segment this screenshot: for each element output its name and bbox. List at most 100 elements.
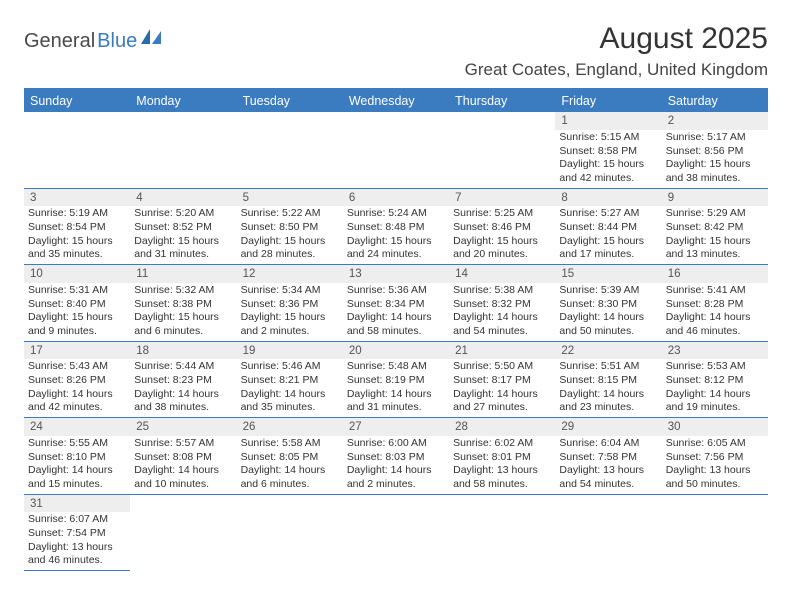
weekday-header: Friday: [555, 89, 661, 112]
day-details: Sunrise: 5:20 AMSunset: 8:52 PMDaylight:…: [130, 206, 236, 264]
day-details: Sunrise: 5:34 AMSunset: 8:36 PMDaylight:…: [237, 283, 343, 341]
calendar-empty-cell: [237, 494, 343, 571]
calendar-day-cell: 4Sunrise: 5:20 AMSunset: 8:52 PMDaylight…: [130, 188, 236, 265]
day-number: 31: [24, 495, 130, 513]
calendar-empty-cell: [449, 112, 555, 188]
title-block: August 2025 Great Coates, England, Unite…: [465, 22, 768, 80]
day-number: 24: [24, 418, 130, 436]
calendar-empty-cell: [449, 494, 555, 571]
day-number: 16: [662, 265, 768, 283]
day-details: Sunrise: 6:02 AMSunset: 8:01 PMDaylight:…: [449, 436, 555, 494]
calendar-day-cell: 28Sunrise: 6:02 AMSunset: 8:01 PMDayligh…: [449, 418, 555, 495]
day-number: 21: [449, 342, 555, 360]
day-number: 10: [24, 265, 130, 283]
day-details: Sunrise: 6:05 AMSunset: 7:56 PMDaylight:…: [662, 436, 768, 494]
day-details: Sunrise: 6:07 AMSunset: 7:54 PMDaylight:…: [24, 512, 130, 570]
calendar-week-row: 10Sunrise: 5:31 AMSunset: 8:40 PMDayligh…: [24, 265, 768, 342]
calendar-day-cell: 26Sunrise: 5:58 AMSunset: 8:05 PMDayligh…: [237, 418, 343, 495]
day-number: 18: [130, 342, 236, 360]
day-details: Sunrise: 5:57 AMSunset: 8:08 PMDaylight:…: [130, 436, 236, 494]
calendar-day-cell: 7Sunrise: 5:25 AMSunset: 8:46 PMDaylight…: [449, 188, 555, 265]
logo-sail-icon: [140, 27, 162, 50]
day-number: 13: [343, 265, 449, 283]
day-number: 26: [237, 418, 343, 436]
calendar-day-cell: 18Sunrise: 5:44 AMSunset: 8:23 PMDayligh…: [130, 341, 236, 418]
calendar-empty-cell: [343, 494, 449, 571]
logo-text-blue: Blue: [97, 30, 137, 53]
calendar-day-cell: 11Sunrise: 5:32 AMSunset: 8:38 PMDayligh…: [130, 265, 236, 342]
day-details: Sunrise: 5:44 AMSunset: 8:23 PMDaylight:…: [130, 359, 236, 417]
calendar-day-cell: 23Sunrise: 5:53 AMSunset: 8:12 PMDayligh…: [662, 341, 768, 418]
location: Great Coates, England, United Kingdom: [465, 60, 768, 80]
day-number: 23: [662, 342, 768, 360]
day-details: Sunrise: 6:00 AMSunset: 8:03 PMDaylight:…: [343, 436, 449, 494]
calendar-day-cell: 29Sunrise: 6:04 AMSunset: 7:58 PMDayligh…: [555, 418, 661, 495]
day-details: Sunrise: 5:27 AMSunset: 8:44 PMDaylight:…: [555, 206, 661, 264]
day-number: 15: [555, 265, 661, 283]
day-number: 8: [555, 189, 661, 207]
calendar-day-cell: 17Sunrise: 5:43 AMSunset: 8:26 PMDayligh…: [24, 341, 130, 418]
day-details: Sunrise: 5:22 AMSunset: 8:50 PMDaylight:…: [237, 206, 343, 264]
day-details: Sunrise: 5:24 AMSunset: 8:48 PMDaylight:…: [343, 206, 449, 264]
day-number: 22: [555, 342, 661, 360]
calendar-empty-cell: [343, 112, 449, 188]
weekday-header: Thursday: [449, 89, 555, 112]
calendar-week-row: 1Sunrise: 5:15 AMSunset: 8:58 PMDaylight…: [24, 112, 768, 188]
calendar-week-row: 31Sunrise: 6:07 AMSunset: 7:54 PMDayligh…: [24, 494, 768, 571]
day-number: 2: [662, 112, 768, 130]
day-details: Sunrise: 5:55 AMSunset: 8:10 PMDaylight:…: [24, 436, 130, 494]
calendar-day-cell: 8Sunrise: 5:27 AMSunset: 8:44 PMDaylight…: [555, 188, 661, 265]
calendar-day-cell: 22Sunrise: 5:51 AMSunset: 8:15 PMDayligh…: [555, 341, 661, 418]
weekday-header: Saturday: [662, 89, 768, 112]
day-number: 14: [449, 265, 555, 283]
logo-text-general: General: [24, 30, 95, 53]
day-number: 9: [662, 189, 768, 207]
day-number: 25: [130, 418, 236, 436]
calendar-empty-cell: [24, 112, 130, 188]
calendar-week-row: 17Sunrise: 5:43 AMSunset: 8:26 PMDayligh…: [24, 341, 768, 418]
weekday-header: Wednesday: [343, 89, 449, 112]
calendar-day-cell: 30Sunrise: 6:05 AMSunset: 7:56 PMDayligh…: [662, 418, 768, 495]
calendar-page: GeneralBlue August 2025 Great Coates, En…: [0, 0, 792, 571]
day-details: Sunrise: 5:43 AMSunset: 8:26 PMDaylight:…: [24, 359, 130, 417]
calendar-day-cell: 27Sunrise: 6:00 AMSunset: 8:03 PMDayligh…: [343, 418, 449, 495]
calendar-day-cell: 2Sunrise: 5:17 AMSunset: 8:56 PMDaylight…: [662, 112, 768, 188]
day-details: Sunrise: 5:17 AMSunset: 8:56 PMDaylight:…: [662, 130, 768, 188]
day-number: 27: [343, 418, 449, 436]
logo: GeneralBlue: [24, 30, 162, 53]
day-details: Sunrise: 5:29 AMSunset: 8:42 PMDaylight:…: [662, 206, 768, 264]
calendar-day-cell: 12Sunrise: 5:34 AMSunset: 8:36 PMDayligh…: [237, 265, 343, 342]
day-number: 20: [343, 342, 449, 360]
calendar-week-row: 24Sunrise: 5:55 AMSunset: 8:10 PMDayligh…: [24, 418, 768, 495]
month-title: August 2025: [465, 22, 768, 56]
day-number: 6: [343, 189, 449, 207]
day-details: Sunrise: 5:41 AMSunset: 8:28 PMDaylight:…: [662, 283, 768, 341]
header: GeneralBlue August 2025 Great Coates, En…: [24, 22, 768, 80]
day-number: 30: [662, 418, 768, 436]
calendar-day-cell: 9Sunrise: 5:29 AMSunset: 8:42 PMDaylight…: [662, 188, 768, 265]
calendar-day-cell: 6Sunrise: 5:24 AMSunset: 8:48 PMDaylight…: [343, 188, 449, 265]
day-details: Sunrise: 5:46 AMSunset: 8:21 PMDaylight:…: [237, 359, 343, 417]
calendar-day-cell: 14Sunrise: 5:38 AMSunset: 8:32 PMDayligh…: [449, 265, 555, 342]
calendar-week-row: 3Sunrise: 5:19 AMSunset: 8:54 PMDaylight…: [24, 188, 768, 265]
day-number: 28: [449, 418, 555, 436]
day-number: 29: [555, 418, 661, 436]
calendar-empty-cell: [237, 112, 343, 188]
day-number: 12: [237, 265, 343, 283]
day-details: Sunrise: 6:04 AMSunset: 7:58 PMDaylight:…: [555, 436, 661, 494]
calendar-empty-cell: [130, 112, 236, 188]
calendar-day-cell: 3Sunrise: 5:19 AMSunset: 8:54 PMDaylight…: [24, 188, 130, 265]
day-number: 4: [130, 189, 236, 207]
day-number: 1: [555, 112, 661, 130]
day-number: 11: [130, 265, 236, 283]
day-number: 5: [237, 189, 343, 207]
calendar-day-cell: 13Sunrise: 5:36 AMSunset: 8:34 PMDayligh…: [343, 265, 449, 342]
calendar-day-cell: 21Sunrise: 5:50 AMSunset: 8:17 PMDayligh…: [449, 341, 555, 418]
calendar-day-cell: 31Sunrise: 6:07 AMSunset: 7:54 PMDayligh…: [24, 494, 130, 571]
calendar-day-cell: 24Sunrise: 5:55 AMSunset: 8:10 PMDayligh…: [24, 418, 130, 495]
day-details: Sunrise: 5:25 AMSunset: 8:46 PMDaylight:…: [449, 206, 555, 264]
day-details: Sunrise: 5:50 AMSunset: 8:17 PMDaylight:…: [449, 359, 555, 417]
day-details: Sunrise: 5:39 AMSunset: 8:30 PMDaylight:…: [555, 283, 661, 341]
weekday-header: Sunday: [24, 89, 130, 112]
calendar-day-cell: 25Sunrise: 5:57 AMSunset: 8:08 PMDayligh…: [130, 418, 236, 495]
